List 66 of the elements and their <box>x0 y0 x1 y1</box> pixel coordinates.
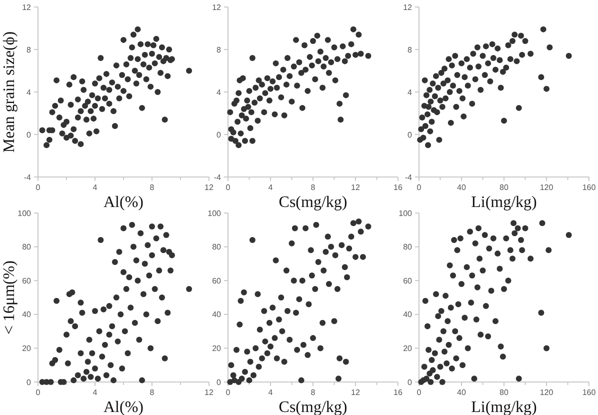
x-axis-title: Li(mg/kg) <box>471 194 537 211</box>
x-axis-title: Al(%) <box>104 194 144 211</box>
x-tick-label: 160 <box>582 183 596 192</box>
x-tick-label: 4 <box>92 183 98 192</box>
y-tick-label: 100 <box>398 208 413 218</box>
y-tick-label: -4 <box>214 172 222 182</box>
y-tick-label: 4 <box>26 88 32 97</box>
y-tick-label: 0 <box>408 130 413 140</box>
y-tick-label: 80 <box>212 242 222 252</box>
y-tick-label: 20 <box>22 344 32 353</box>
y-tick-label: 20 <box>212 344 222 353</box>
y-tick-label: 40 <box>22 310 32 320</box>
x-tick-label: 0 <box>416 388 422 397</box>
x-tick-label: 4 <box>92 388 98 397</box>
x-tick-label: 4 <box>268 183 274 192</box>
y-tick-label: 0 <box>408 378 413 387</box>
x-tick-label: 12 <box>204 388 214 397</box>
y-tick-label: 0 <box>216 378 222 387</box>
x-axis-title: Cs(mg/kg) <box>278 194 348 211</box>
y-tick-label: 4 <box>408 88 413 97</box>
y-tick-label: 100 <box>208 208 222 218</box>
y-tick-label: 60 <box>403 276 413 286</box>
y-tick-label: 12 <box>212 2 222 12</box>
x-tick-label: 80 <box>500 183 509 192</box>
y-tick-label: 0 <box>26 130 32 140</box>
x-tick-label: 0 <box>226 388 231 397</box>
x-tick-label: 8 <box>310 183 316 192</box>
y-tick-label: 8 <box>216 45 222 54</box>
y-tick-label: 80 <box>403 242 413 252</box>
y-tick-label: 0 <box>216 130 222 140</box>
x-tick-label: 0 <box>226 183 231 192</box>
y-tick-label: 60 <box>22 276 32 286</box>
y-tick-label: 8 <box>26 45 32 54</box>
y-tick-label: 4 <box>216 88 222 97</box>
x-tick-label: 12 <box>204 183 214 192</box>
y-tick-label: 40 <box>403 310 413 320</box>
x-tick-label: 0 <box>36 388 41 397</box>
x-tick-label: 80 <box>500 388 509 397</box>
y-axis-title: Mean grain size(ϕ) <box>1 31 18 153</box>
y-axis-title: < 16μm(%) <box>1 260 18 335</box>
y-tick-label: 80 <box>22 242 32 252</box>
x-tick-label: 4 <box>268 388 274 397</box>
y-tick-label: 20 <box>403 344 413 353</box>
x-tick-label: 0 <box>36 183 41 192</box>
y-tick-label: 12 <box>403 2 413 12</box>
y-tick-label: 0 <box>26 378 32 387</box>
x-tick-label: 40 <box>457 183 466 192</box>
x-tick-label: 40 <box>457 388 466 397</box>
y-tick-label: 12 <box>22 2 32 12</box>
x-tick-label: 120 <box>540 388 554 397</box>
x-tick-label: 12 <box>351 388 360 397</box>
y-tick-label: -4 <box>404 172 413 182</box>
x-tick-label: 16 <box>394 183 403 192</box>
y-tick-label: 60 <box>212 276 222 286</box>
x-tick-label: 8 <box>310 388 316 397</box>
x-tick-label: 0 <box>416 183 422 192</box>
x-tick-label: 8 <box>150 388 155 397</box>
x-tick-label: 120 <box>540 183 554 192</box>
x-tick-label: 16 <box>394 388 403 397</box>
y-tick-label: -4 <box>24 172 32 182</box>
y-tick-label: 100 <box>18 208 32 218</box>
x-tick-label: 160 <box>582 388 596 397</box>
y-tick-label: 40 <box>212 310 222 320</box>
x-tick-label: 12 <box>351 183 360 192</box>
y-tick-label: 8 <box>408 45 413 54</box>
x-tick-label: 8 <box>150 183 155 192</box>
